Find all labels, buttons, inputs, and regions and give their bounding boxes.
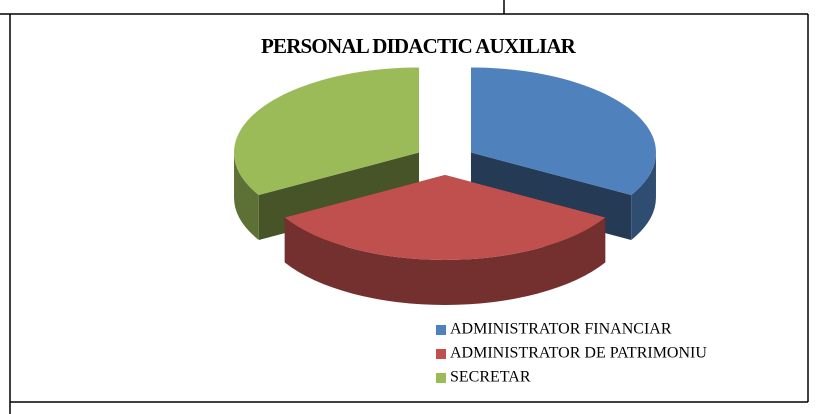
- legend-swatch: [436, 325, 446, 335]
- pie-slice: [284, 175, 606, 305]
- legend-swatch: [436, 373, 446, 383]
- slice-side: [284, 217, 606, 305]
- slice-side: [631, 152, 656, 240]
- legend-label: ADMINISTRATOR FINANCIAR: [450, 321, 672, 338]
- slice-side: [234, 152, 259, 240]
- chart-title: PERSONAL DIDACTIC AUXILIAR: [261, 34, 577, 58]
- slice-top: [470, 67, 656, 195]
- slice-top: [284, 175, 606, 260]
- legend-swatch: [436, 349, 446, 359]
- slice-top: [234, 67, 420, 195]
- legend-label: SECRETAR: [450, 369, 531, 386]
- legend-label: ADMINISTRATOR DE PATRIMONIU: [450, 345, 707, 362]
